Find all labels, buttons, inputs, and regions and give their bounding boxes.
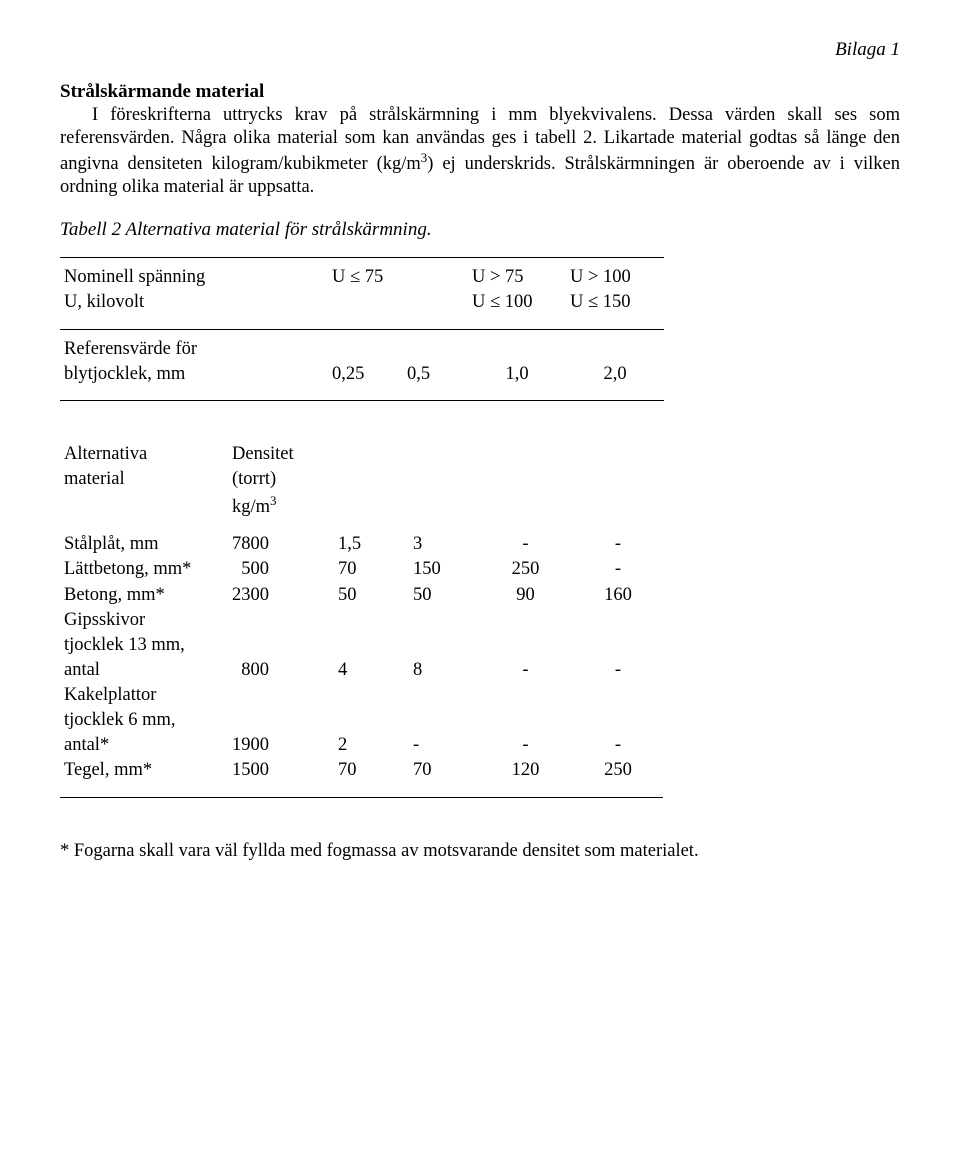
footnote-text: * Fogarna skall vara väl fyllda med fogm… xyxy=(60,840,900,863)
unit-sup: 3 xyxy=(270,493,276,508)
cell: - xyxy=(573,533,663,558)
cell: 120 xyxy=(478,759,573,784)
cell: Kakelplattor xyxy=(60,684,228,709)
cell: U ≤ 100 xyxy=(468,291,566,316)
cell: 150 xyxy=(403,558,478,583)
cell: 160 xyxy=(573,584,663,609)
table-row: kg/m3 xyxy=(60,493,663,521)
table-caption: Tabell 2 Alternativa material för stråls… xyxy=(60,218,900,242)
cell: - xyxy=(573,734,663,759)
cell: 1,5 xyxy=(328,533,403,558)
cell: Lättbetong, mm* xyxy=(60,558,228,583)
table-row: blytjocklek, mm 0,25 0,5 1,0 2,0 xyxy=(60,363,664,388)
cell: - xyxy=(403,734,478,759)
cell: - xyxy=(478,734,573,759)
rule xyxy=(60,258,664,267)
cell: antal* xyxy=(60,734,228,759)
cell: 7800 xyxy=(228,533,328,558)
table-row: Nominell spänning U ≤ 75 U > 75 U > 100 xyxy=(60,266,664,291)
cell: 90 xyxy=(478,584,573,609)
table-row: tjocklek 13 mm, xyxy=(60,634,663,659)
cell: 250 xyxy=(573,759,663,784)
table-row: Kakelplattor xyxy=(60,684,663,709)
cell: 500 xyxy=(228,558,328,583)
cell: 2300 xyxy=(228,584,328,609)
cell: 4 xyxy=(328,659,403,684)
cell: Tegel, mm* xyxy=(60,759,228,784)
table-reference-values: Nominell spänning U ≤ 75 U > 75 U > 100 … xyxy=(60,257,664,409)
cell: Nominell spänning xyxy=(60,266,328,291)
cell: Betong, mm* xyxy=(60,584,228,609)
appendix-label: Bilaga 1 xyxy=(60,38,900,62)
cell: Referensvärde för xyxy=(60,338,328,363)
intro-paragraph: Strålskärmande material I föreskrifterna… xyxy=(60,80,900,200)
table-row: Gipsskivor xyxy=(60,609,663,634)
cell: 800 xyxy=(228,659,328,684)
cell: kg/m3 xyxy=(228,493,328,521)
cell: 1,0 xyxy=(468,363,566,388)
cell: (torrt) xyxy=(228,468,328,493)
cell: Densitet xyxy=(228,443,328,468)
table-row: Betong, mm* 2300 50 50 90 160 xyxy=(60,584,663,609)
cell: U ≤ 150 xyxy=(566,291,664,316)
cell: - xyxy=(573,659,663,684)
cell: 2,0 xyxy=(566,363,664,388)
table-row: antal 800 4 8 - - xyxy=(60,659,663,684)
cell: U ≤ 75 xyxy=(328,266,468,291)
cell: 50 xyxy=(328,584,403,609)
cell: tjocklek 13 mm, xyxy=(60,634,228,659)
cell: 0,25 xyxy=(328,363,403,388)
table-row: Lättbetong, mm* 500 70 150 250 - xyxy=(60,558,663,583)
cell: antal xyxy=(60,659,228,684)
rule xyxy=(60,797,663,806)
cell: - xyxy=(478,659,573,684)
table-alternative-materials: Alternativa Densitet material (torrt) kg… xyxy=(60,443,663,806)
cell: U > 100 xyxy=(566,266,664,291)
cell: 0,5 xyxy=(403,363,468,388)
table-row: Tegel, mm* 1500 70 70 120 250 xyxy=(60,759,663,784)
table-row: material (torrt) xyxy=(60,468,663,493)
rule xyxy=(60,329,664,338)
cell: 2 xyxy=(328,734,403,759)
cell: Stålplåt, mm xyxy=(60,533,228,558)
cell: 3 xyxy=(403,533,478,558)
cell: U > 75 xyxy=(468,266,566,291)
cell: 70 xyxy=(403,759,478,784)
table-row: tjocklek 6 mm, xyxy=(60,709,663,734)
table-row: antal* 1900 2 - - - xyxy=(60,734,663,759)
cell: material xyxy=(60,468,228,493)
cell: U, kilovolt xyxy=(60,291,328,316)
cell: 70 xyxy=(328,759,403,784)
cell: Alternativa xyxy=(60,443,228,468)
cell: - xyxy=(478,533,573,558)
section-heading: Strålskärmande material xyxy=(60,81,264,102)
cell: Gipsskivor xyxy=(60,609,228,634)
table-row: Stålplåt, mm 7800 1,5 3 - - xyxy=(60,533,663,558)
table-row: U, kilovolt U ≤ 100 U ≤ 150 xyxy=(60,291,664,316)
cell: 70 xyxy=(328,558,403,583)
cell: 50 xyxy=(403,584,478,609)
cell: blytjocklek, mm xyxy=(60,363,328,388)
cell: 250 xyxy=(478,558,573,583)
cell: tjocklek 6 mm, xyxy=(60,709,228,734)
rule xyxy=(60,400,664,409)
unit-label: kg/m xyxy=(232,497,270,517)
cell: 1500 xyxy=(228,759,328,784)
table-row: Referensvärde för xyxy=(60,338,664,363)
cell: - xyxy=(573,558,663,583)
table-row: Alternativa Densitet xyxy=(60,443,663,468)
cell: 1900 xyxy=(228,734,328,759)
cell: 8 xyxy=(403,659,478,684)
